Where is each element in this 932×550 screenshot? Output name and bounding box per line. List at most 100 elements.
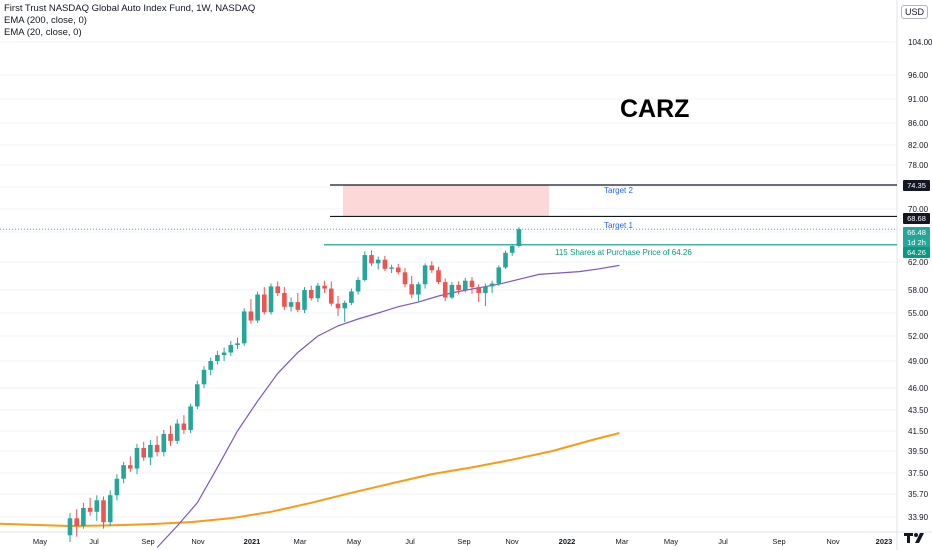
- candle-body: [154, 444, 160, 453]
- candle-body: [436, 270, 441, 283]
- candle-body: [262, 294, 267, 313]
- candle-body: [67, 518, 73, 536]
- target-zone: [343, 185, 549, 217]
- candle-body: [275, 286, 280, 293]
- time-tick-label: Mar: [616, 537, 629, 546]
- time-tick-label: 2023: [876, 537, 893, 546]
- candle-body: [489, 283, 495, 287]
- candle-body: [456, 284, 461, 290]
- time-tick-label: May: [664, 537, 678, 546]
- candle-body: [282, 292, 287, 307]
- price-tick-label: 41.50: [908, 427, 929, 436]
- legend-title: First Trust NASDAQ Global Auto Index Fun…: [4, 3, 256, 14]
- candle-body: [342, 302, 347, 309]
- candle-body: [409, 284, 414, 295]
- candle-body: [382, 259, 388, 269]
- ema20-line: [156, 264, 620, 548]
- price-tick-label: 82.00: [908, 141, 929, 150]
- time-tick-label: Sep: [141, 537, 154, 546]
- time-tick-label: Mar: [294, 537, 307, 546]
- candle-body: [221, 352, 227, 356]
- price-tick-label: 70.00: [908, 205, 929, 214]
- candle-body: [503, 252, 508, 268]
- time-tick-label: May: [33, 537, 47, 546]
- candle-body: [402, 272, 408, 285]
- candle-body: [201, 369, 207, 385]
- candle-body: [329, 288, 334, 304]
- price-tick-label: 86.00: [908, 119, 929, 128]
- purchase-label: 115 Shares at Purchase Price of 64.26: [555, 248, 692, 257]
- candle-body: [248, 311, 254, 321]
- time-tick-label: Sep: [772, 537, 785, 546]
- candle-body: [268, 286, 274, 313]
- price-tick-label: 37.50: [908, 469, 929, 478]
- price-tick-label: 46.00: [908, 384, 929, 393]
- candle-body: [349, 291, 354, 303]
- candle-body: [416, 284, 421, 295]
- time-tick-label: 2022: [559, 537, 576, 546]
- candle-body: [101, 500, 106, 523]
- candle-body: [81, 507, 86, 527]
- candle-body: [228, 344, 234, 353]
- candle-body: [94, 500, 100, 512]
- price-tick-label: 62.00: [908, 258, 929, 267]
- target1-label: Target 1: [604, 221, 633, 230]
- currency-selector[interactable]: USD: [900, 5, 928, 19]
- candle-body: [174, 423, 180, 441]
- candle-body: [335, 303, 341, 309]
- time-tick-label: Sep: [457, 537, 470, 546]
- purchase-price-tag: 64.26: [903, 247, 930, 258]
- candle-body: [469, 280, 475, 288]
- tradingview-logo-icon[interactable]: [903, 530, 925, 546]
- time-tick-label: Jul: [405, 537, 415, 546]
- candle-body: [288, 302, 294, 307]
- candle-body: [188, 406, 193, 430]
- candle-body: [322, 285, 327, 289]
- candle-body: [375, 259, 381, 264]
- price-tick-label: 43.50: [908, 406, 929, 415]
- candle-body: [302, 290, 307, 310]
- price-tick-label: 33.90: [908, 513, 929, 522]
- target2-label: Target 2: [604, 186, 633, 195]
- price-tick-label: 96.00: [908, 71, 929, 80]
- legend-ema200[interactable]: EMA (200, close, 0): [4, 15, 87, 26]
- candle-body: [87, 507, 93, 512]
- candle-body: [241, 311, 247, 344]
- candle-body: [148, 444, 153, 458]
- candle-body: [496, 267, 502, 284]
- price-tick-label: 78.00: [908, 161, 929, 170]
- chart-legend: First Trust NASDAQ Global Auto Index Fun…: [4, 3, 255, 39]
- price-tick-label: 52.00: [908, 332, 929, 341]
- time-tick-label: Nov: [505, 537, 519, 546]
- ticker-label: CARZ: [620, 95, 690, 123]
- candle-body: [369, 255, 374, 264]
- candle-body: [362, 255, 368, 280]
- candle-body: [516, 229, 522, 247]
- candle-body: [134, 447, 140, 469]
- price-tick-label: 58.00: [908, 286, 929, 295]
- candle-body: [308, 290, 314, 299]
- candle-body: [429, 265, 435, 271]
- price-tick-label: 91.00: [908, 95, 929, 104]
- time-tick-label: Jul: [89, 537, 99, 546]
- time-tick-label: Nov: [826, 537, 840, 546]
- candle-body: [449, 284, 455, 298]
- candle-body: [476, 287, 481, 293]
- legend-ema20[interactable]: EMA (20, close, 0): [4, 27, 82, 38]
- candle-body: [128, 465, 133, 469]
- ema200-line: [0, 432, 620, 528]
- candle-body: [161, 433, 167, 453]
- last-price-tag: 66.48: [903, 227, 930, 238]
- price-tick-label: 35.70: [908, 490, 929, 499]
- candle-body: [422, 265, 428, 285]
- candle-body: [255, 294, 260, 321]
- candle-body: [114, 478, 120, 496]
- candle-body: [315, 285, 321, 299]
- candle-body: [195, 384, 200, 407]
- candle-body: [355, 279, 361, 292]
- candle-body: [215, 355, 220, 361]
- candle-body: [208, 361, 213, 370]
- price-tick-label: 104.00: [908, 38, 932, 47]
- candle-body: [463, 280, 468, 290]
